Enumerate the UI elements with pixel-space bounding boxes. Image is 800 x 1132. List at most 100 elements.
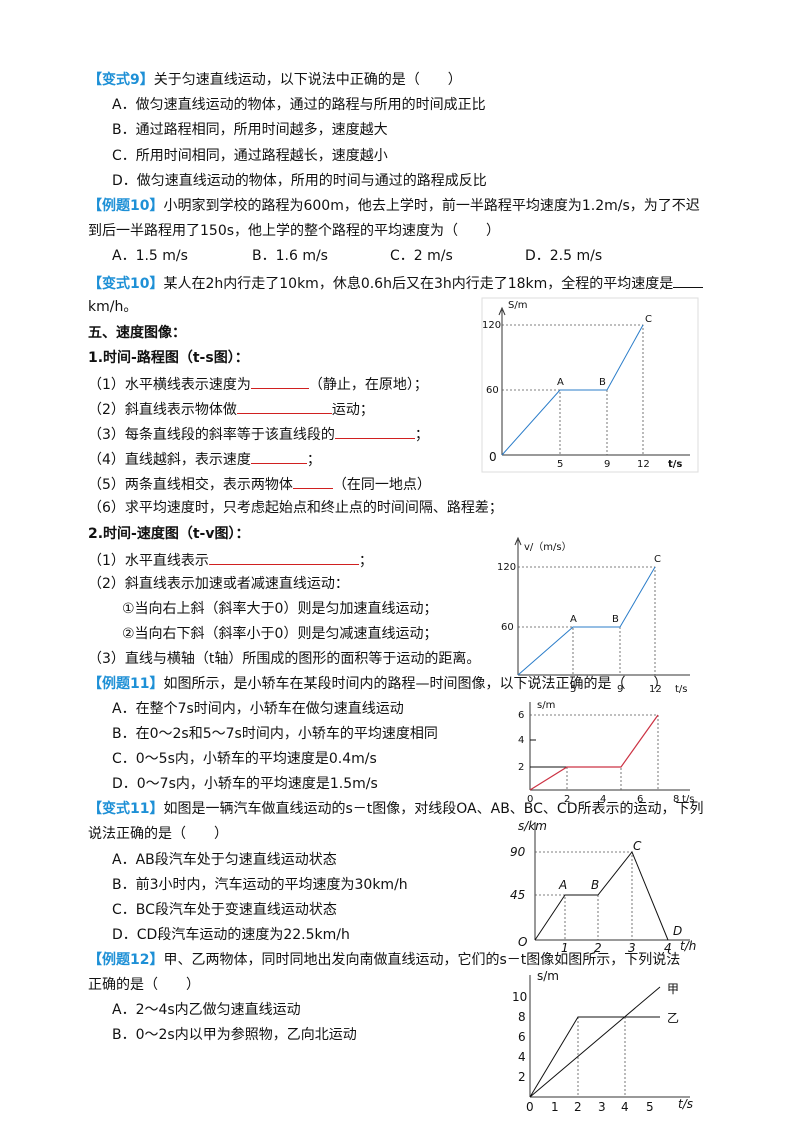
note: （1）水平直线表示 ； [88,550,373,570]
option: A．1.5 m/s [112,248,188,264]
tick-label: 10 [512,990,527,1004]
axis-label: t/s [678,1097,693,1111]
blank [673,273,704,288]
note: （6）求平均速度时，只考虑起始点和终止点的时间间隔、路程差； [88,500,503,516]
line-label: 乙 [667,1011,679,1025]
stem-text: 某人在2h内行走了10km，休息0.6h后又在3h内行走了18km，全程的平均速… [163,276,674,292]
axes [534,822,690,941]
question-stem: 【例题12】甲、乙两物体，同时同地出发向南做直线运动，它们的s－t图像如图所示，… [88,951,680,969]
note: （2）斜直线表示物体做 运动； [88,399,374,419]
graph-line [517,566,656,676]
text: ； [414,427,429,443]
tick-label: 9 [604,459,610,470]
question-label: 【例题11】 [88,676,164,692]
tick-label: 3 [628,941,636,955]
note: ②当向右下斜（斜率小于0）则是匀减速直线运动； [122,626,438,642]
point-label: A [557,377,564,388]
axis-label: t/s [675,684,688,695]
line-label: 甲 [667,982,679,996]
blank [208,550,359,565]
point-label: C [654,554,661,565]
option: D．0～7s内，小轿车的平均速度是1.5m/s [112,776,378,792]
tick-label: 120 [497,562,516,573]
text: （在同一地点） [332,477,431,493]
tick-label: 3 [598,1100,606,1114]
option: A．在整个7s时间内，小轿车在做匀速直线运动 [112,701,404,717]
tick-label: 0 [526,1100,534,1114]
axes [498,306,690,456]
sub-heading: 2.时间-速度图（t-v图）： [88,526,250,542]
axis-label: t/s [668,459,682,470]
note: （5）两条直线相交，表示两物体 （在同一地点） [88,474,431,494]
text: ； [358,553,373,569]
tick-label: 6 [518,1030,526,1044]
option: C．2 m/s [390,248,453,264]
point-label: B [591,878,599,892]
origin-label: O [518,935,527,949]
text: （静止，在原地）； [308,377,428,393]
figure-ts: S/m 120 60 0 5 9 12 t/s A B C [481,297,699,473]
tick-label: 2 [594,941,602,955]
tick-label: 9 [617,684,623,695]
tick-label: 90 [510,845,526,859]
option: D．CD段汽车运动的速度为22.5km/h [112,927,350,943]
graph-line [501,324,644,456]
guides [535,851,633,940]
blank [250,374,309,389]
stem-text: 说法正确的是（ ） [88,826,228,842]
axis-label: s/m [537,969,559,983]
tick-label: 1 [551,1100,559,1114]
question-label: 【变式9】 [88,72,154,88]
figure-tv: v/（m/s） 120 60 5 9 12 t/s A B C [497,536,690,695]
axis-label: v/（m/s） [524,541,572,553]
stem-text: 甲、乙两物体，同时同地出发向南做直线运动，它们的s－t图像如图所示，下列说法 [163,952,681,968]
tick-label: 12 [637,459,650,470]
tick-label: 4 [621,1100,629,1114]
point-label: C [633,839,642,853]
point-label: D [673,924,682,938]
option: B．在0～2s和5～7s时间内，小轿车的平均速度相同 [112,726,438,742]
note: （3）每条直线段的斜率等于该直线段的 ； [88,424,429,444]
option: C．0～5s内，小轿车的平均速度是0.4m/s [112,751,377,767]
section-heading: 五、速度图像： [88,325,186,341]
option: C．BC段汽车处于变速直线运动状态 [112,902,337,918]
tick-label: 60 [501,622,514,633]
tick-label: 5 [557,459,563,470]
question-stem: 【例题11】如图所示，是小轿车在某段时间内的路程—时间图像，以下说法正确的是（ … [88,675,667,693]
option: C．所用时间相同，通过路程越长，速度越小 [112,148,388,164]
option: B．1.6 m/s [252,248,328,264]
text: （3）每条直线段的斜率等于该直线段的 [88,427,335,443]
axis-label: s/m [537,700,555,711]
option: A．AB段汽车处于匀速直线运动状态 [112,852,337,868]
figure-car-km: s/km 90 45 O 1 2 3 4 t/h A B C D [510,819,696,955]
note: （1）水平横线表示速度为 （静止，在原地）； [88,374,428,394]
question-stem: 【变式9】关于匀速直线运动，以下说法中正确的是（ ） [88,71,462,89]
axes [529,702,690,791]
axis-label: s/km [518,819,547,833]
tick-label: 2 [518,762,524,773]
stem-text: 小明家到学校的路程为600m，他去上学时，前一半路程平均速度为1.2m/s，为了… [163,198,700,214]
note: （2）斜直线表示加速或者减速直线运动： [88,576,349,592]
stem-text: 如图所示，是小轿车在某段时间内的路程—时间图像，以下说法正确的是（ ） [163,676,668,692]
note: （4）直线越斜，表示速度 ； [88,449,321,469]
gridline [530,739,621,768]
text: ； [306,452,321,468]
stem-text: 正确的是（ ） [88,977,200,993]
text: （4）直线越斜，表示速度 [88,452,251,468]
stem-text: 如图是一辆汽车做直线运动的s－t图像，对线段OA、AB、BC、CD所表示的运动，… [163,801,704,817]
guides [518,566,656,675]
sub-heading: 1.时间-路程图（t-s图）： [88,350,249,366]
frame [481,297,699,473]
tick-label: 2 [574,1100,582,1114]
point-label: C [645,314,652,325]
graph-line [529,714,659,791]
tick-label: 5 [570,684,576,695]
option: A．2～4s内乙做匀速直线运动 [112,1002,301,1018]
figure-jia-yi: s/m 10 8 6 4 2 0 1 2 3 4 5 t/s 甲 乙 [512,969,693,1114]
axis-label: S/m [508,300,527,311]
question-label: 【变式10】 [88,276,164,292]
figure-car: s/m 6 4 2 0 2 4 6 8 t/s [518,700,695,805]
blank [292,474,333,489]
